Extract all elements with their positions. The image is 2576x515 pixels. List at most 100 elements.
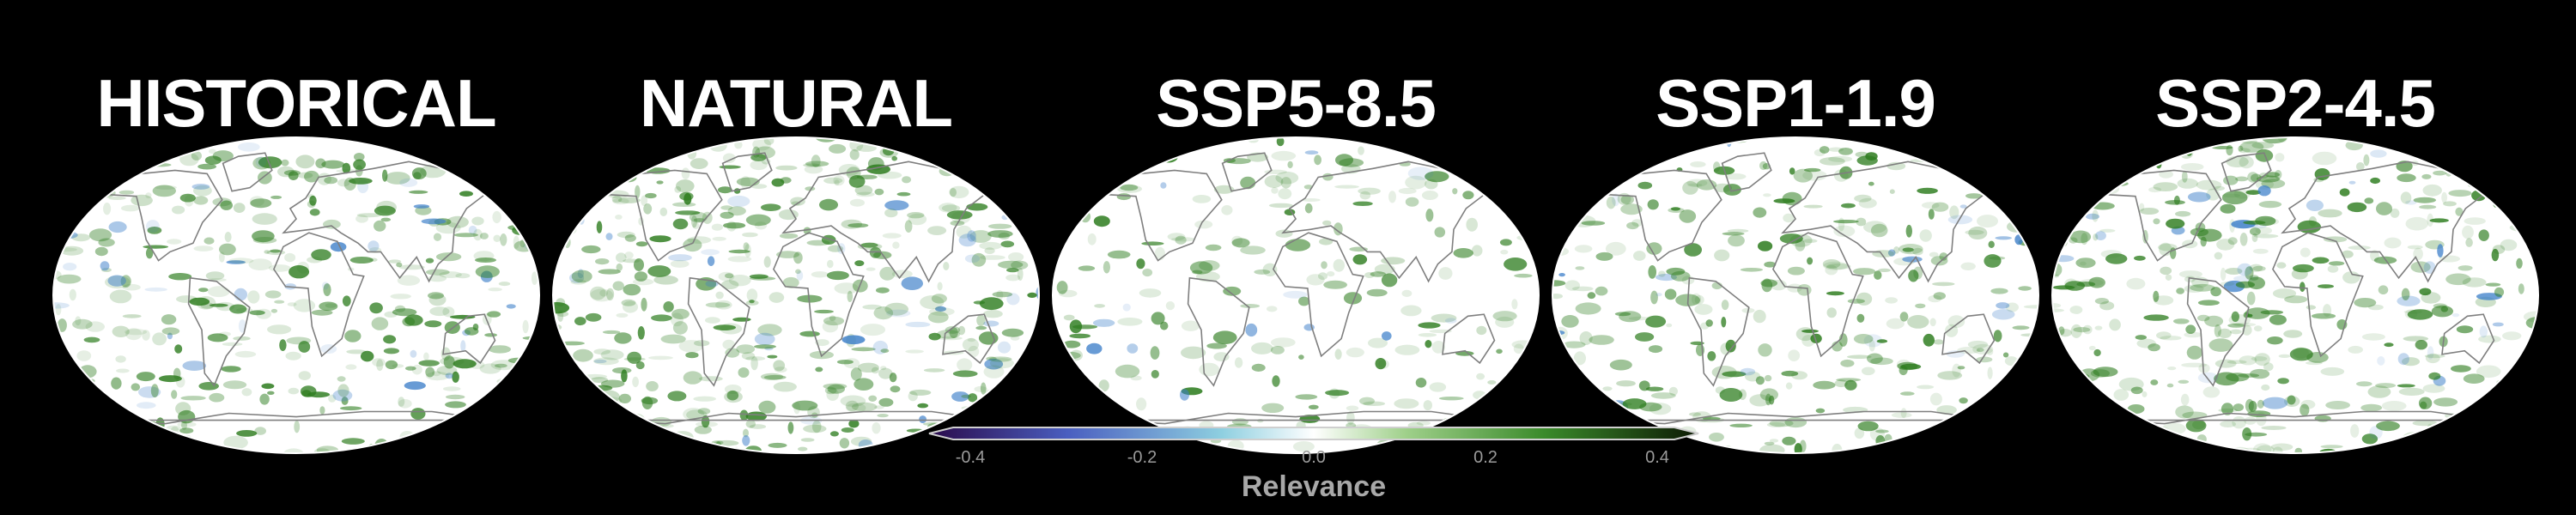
panel-title: SSP2-4.5 <box>2155 65 2436 141</box>
relevance-patch <box>1199 362 1220 377</box>
relevance-patch <box>407 445 432 453</box>
relevance-patch <box>2251 233 2258 243</box>
relevance-patch <box>2429 148 2439 158</box>
relevance-patch <box>1826 307 1837 318</box>
relevance-patch <box>1637 181 1653 190</box>
relevance-patch <box>118 190 135 195</box>
relevance-patch <box>1840 359 1855 367</box>
relevance-patch <box>1488 182 1496 195</box>
relevance-patch <box>2376 202 2392 215</box>
relevance-patch <box>750 184 768 189</box>
relevance-patch <box>2263 362 2274 372</box>
relevance-patch <box>1053 209 1066 222</box>
coastline <box>1781 161 2000 283</box>
relevance-patch <box>2023 305 2038 309</box>
relevance-patch <box>1587 292 1596 300</box>
relevance-patch <box>967 337 976 342</box>
relevance-patch <box>724 391 743 403</box>
relevance-patch <box>1976 348 1984 353</box>
relevance-patch <box>962 165 988 170</box>
relevance-patch <box>2238 148 2251 154</box>
relevance-patch <box>425 367 435 378</box>
relevance-patch <box>1364 272 1375 278</box>
relevance-patch <box>1952 363 1961 378</box>
relevance-patch <box>856 191 875 197</box>
relevance-patch <box>307 194 315 199</box>
relevance-patch <box>908 391 918 402</box>
relevance-patch <box>513 235 519 249</box>
relevance-patch <box>161 327 180 336</box>
relevance-patch <box>270 195 283 199</box>
relevance-patch <box>2262 397 2288 409</box>
relevance-patch <box>902 176 912 184</box>
relevance-patch <box>284 252 296 263</box>
coastline <box>1281 161 1500 283</box>
relevance-patch <box>880 366 887 371</box>
relevance-patch <box>793 401 800 415</box>
relevance-patch <box>845 400 859 411</box>
relevance-patch <box>1596 170 1620 182</box>
relevance-patch <box>754 332 775 346</box>
relevance-patch <box>787 421 794 434</box>
relevance-patch <box>2238 373 2260 378</box>
relevance-patch <box>1813 380 1836 390</box>
relevance-patch <box>107 275 126 287</box>
relevance-patch <box>2478 229 2489 241</box>
relevance-patch <box>1552 192 1570 203</box>
relevance-patch <box>180 396 206 401</box>
relevance-patch <box>296 261 309 274</box>
relevance-patch <box>341 397 349 405</box>
relevance-patch <box>1664 288 1677 300</box>
relevance-patch <box>204 237 215 245</box>
relevance-patch <box>2148 186 2162 193</box>
relevance-patch <box>776 251 799 258</box>
relevance-patch <box>1575 302 1601 315</box>
relevance-patch <box>597 170 616 177</box>
relevance-patch <box>2485 282 2501 287</box>
relevance-patch <box>179 193 196 203</box>
relevance-patch <box>976 314 986 327</box>
relevance-patch <box>1058 289 1078 298</box>
relevance-patch <box>1965 193 1983 199</box>
relevance-patch <box>1823 261 1848 270</box>
relevance-patch <box>81 422 106 433</box>
relevance-patch <box>2503 158 2525 164</box>
relevance-patch <box>2185 419 2207 433</box>
relevance-patch <box>1363 401 1386 406</box>
relevance-patch <box>254 427 266 435</box>
relevance-patch <box>506 304 516 309</box>
relevance-patch <box>75 316 82 326</box>
relevance-patch <box>980 179 994 186</box>
relevance-patch <box>2384 342 2394 348</box>
relevance-patch <box>1151 312 1165 325</box>
relevance-patch <box>410 408 426 420</box>
relevance-patch <box>116 368 130 373</box>
relevance-patch <box>641 195 648 207</box>
relevance-patch <box>851 347 876 352</box>
relevance-patch <box>1886 161 1906 171</box>
relevance-patch <box>1175 235 1187 245</box>
relevance-patch <box>1561 315 1579 328</box>
relevance-patch <box>258 171 272 185</box>
relevance-patch <box>2052 446 2061 453</box>
relevance-patch <box>1141 241 1164 245</box>
relevance-patch <box>736 344 756 354</box>
relevance-patch <box>2397 295 2421 306</box>
relevance-patch <box>85 321 105 332</box>
relevance-patch <box>2106 137 2133 148</box>
relevance-patch <box>1276 137 1285 147</box>
relevance-patch <box>2239 233 2248 246</box>
relevance-patch <box>2363 154 2370 167</box>
relevance-patch <box>2217 451 2241 453</box>
relevance-patch <box>1019 165 1039 177</box>
relevance-patch <box>2107 154 2118 164</box>
relevance-patch <box>1150 346 1160 360</box>
relevance-patch <box>264 290 282 299</box>
relevance-patch <box>617 197 641 203</box>
relevance-patch <box>1725 339 1736 353</box>
relevance-patch <box>2277 378 2289 385</box>
relevance-patch <box>2092 209 2099 222</box>
relevance-patch <box>1928 209 1935 220</box>
relevance-patch <box>1501 148 1511 156</box>
relevance-patch <box>1231 235 1243 246</box>
